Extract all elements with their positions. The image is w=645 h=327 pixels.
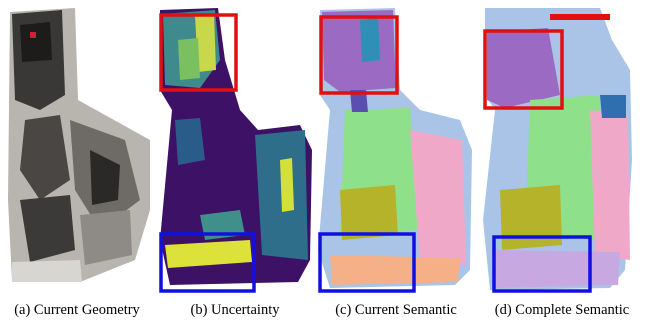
caption: (b) Uncertainty [191,302,281,318]
geometry-render [8,8,150,282]
complete-semantic-render [483,8,632,291]
caption: (a) Current Geometry [14,302,140,318]
caption: (d) Complete Semantic [495,302,630,318]
caption: (c) Current Semantic [335,302,457,318]
page: {"panels": [ {"caption": "(a) Current Ge… [0,0,645,327]
figure: (a) Current Geometry (b) Uncertainty (c)… [0,0,645,327]
current-semantic-render [318,8,472,291]
uncertainty-render [160,8,312,291]
